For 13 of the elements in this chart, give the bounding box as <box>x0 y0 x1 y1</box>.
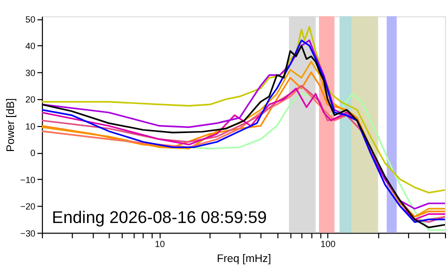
x-axis-title: Freq [mHz] <box>216 253 272 266</box>
y-tick-label: −20 <box>20 202 36 212</box>
y-tick-label: 40 <box>25 41 36 52</box>
y-tick-label: 30 <box>25 68 36 78</box>
y-tick-label: 20 <box>25 94 36 105</box>
y-tick-label: 10 <box>25 121 36 132</box>
annotation: Ending 2026-08-16 08:59:59 <box>52 208 267 227</box>
y-axis-title: Power [dB] <box>5 98 18 152</box>
y-tick-label: 0 <box>30 148 36 158</box>
x-tick-label: 100 <box>320 239 336 250</box>
y-tick-label: 50 <box>25 14 36 24</box>
y-tick-label: −10 <box>20 174 36 185</box>
y-tick-label: −30 <box>20 228 36 238</box>
